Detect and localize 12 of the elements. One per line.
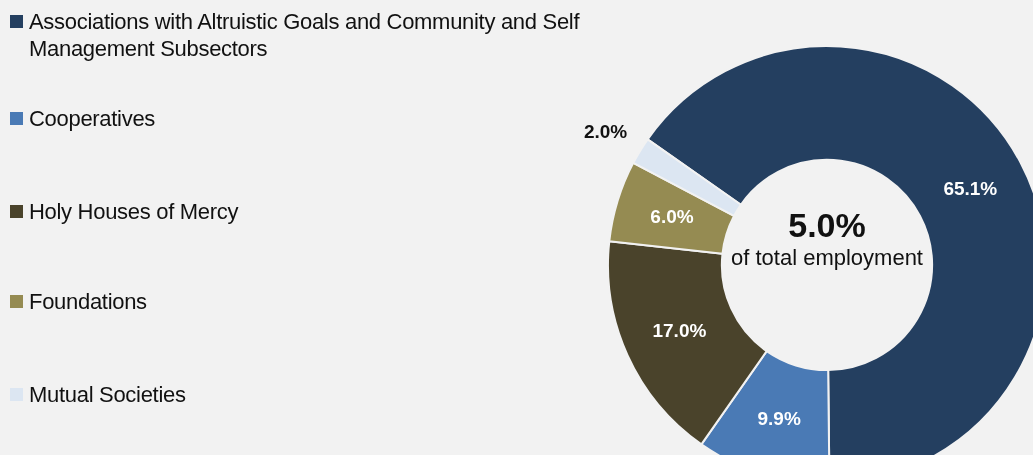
data-label: 6.0% [650, 205, 694, 227]
text: 5.0% [787, 205, 867, 245]
legend-label: Cooperatives [29, 105, 156, 132]
data-label: 9.9% [757, 408, 801, 430]
legend-label: Foundations [29, 288, 147, 315]
data-label: 17.0% [652, 320, 707, 342]
legend-label: Holy Houses of Mercy [29, 198, 239, 225]
legend-label: Mutual Societies [29, 381, 186, 408]
text: of total employment [730, 245, 924, 271]
data-label: 2.0% [583, 121, 628, 143]
legend-label: Associations with Altruistic Goals and Community and Self Management Subsectors [29, 8, 581, 62]
data-label: 65.1% [943, 177, 998, 199]
